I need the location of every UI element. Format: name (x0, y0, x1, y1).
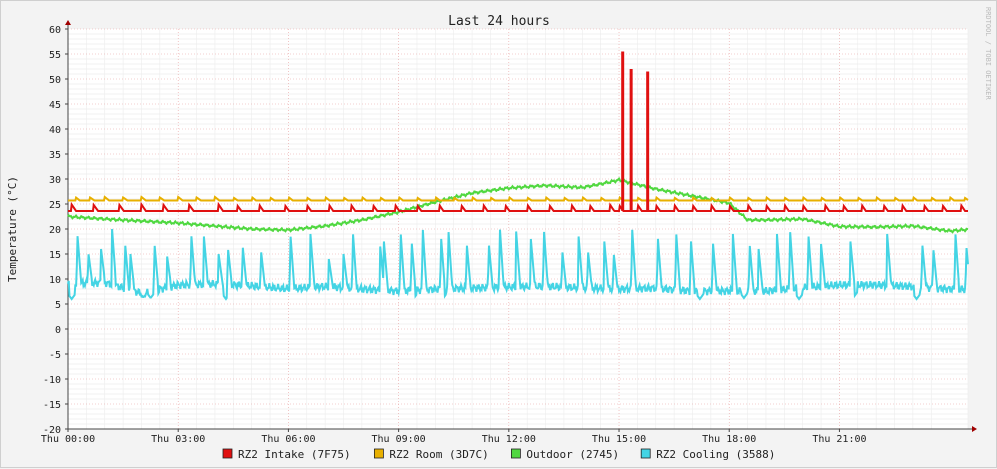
series-layer (67, 51, 969, 301)
y-tick-label: 20 (49, 225, 61, 236)
y-tick-label: 25 (49, 200, 61, 211)
legend-swatch (373, 448, 384, 459)
legend-swatch (510, 448, 521, 459)
y-tick-label: 60 (49, 25, 61, 36)
x-tick-label: Thu 15:00 (592, 434, 646, 445)
x-tick-label: Thu 06:00 (261, 434, 315, 445)
series-line-outdoor (67, 176, 969, 234)
y-tick-label: 30 (49, 175, 61, 186)
legend-entry: RZ2 Room (3D7C) (389, 448, 488, 461)
y-tick-label: 55 (49, 50, 61, 61)
x-tick-label: Thu 12:00 (482, 434, 536, 445)
y-tick-label: 50 (49, 75, 61, 86)
y-tick-label: -20 (43, 425, 61, 436)
y-axis-arrow (65, 20, 71, 25)
y-tick-label: -15 (43, 400, 61, 411)
series-line-rz2-room (68, 195, 969, 202)
grid-lines (67, 28, 969, 430)
y-tick-label: 0 (55, 325, 61, 336)
y-tick-label: 35 (49, 150, 61, 161)
watermark: RRDTOOL / TOBI OETIKER (984, 7, 992, 101)
legend-entry: RZ2 Intake (7F75) (238, 448, 351, 461)
legend-entry: Outdoor (2745) (526, 448, 619, 461)
legend-swatch (222, 448, 233, 459)
y-tick-label: -10 (43, 375, 61, 386)
y-axis-label: Temperature (°C) (6, 176, 19, 282)
y-tick-label: 10 (49, 275, 61, 286)
series-line-rz2-cooling (67, 228, 969, 301)
y-tick-label: 15 (49, 250, 61, 261)
x-tick-label: Thu 18:00 (702, 434, 756, 445)
x-tick-label: Thu 00:00 (41, 434, 95, 445)
chart-title: Last 24 hours (448, 14, 550, 29)
y-tick-label: 45 (49, 100, 61, 111)
x-axis-arrow (972, 426, 977, 432)
x-tick-label: Thu 21:00 (812, 434, 866, 445)
legend-entry: RZ2 Cooling (3588) (656, 448, 775, 461)
x-tick-label: Thu 09:00 (372, 434, 426, 445)
y-tick-label: 40 (49, 125, 61, 136)
x-tick-label: Thu 03:00 (151, 434, 205, 445)
legend-swatch (640, 448, 651, 459)
legend: RZ2 Intake (7F75) RZ2 Room (3D7C) Outdoor … (222, 448, 775, 461)
y-tick-label: -5 (49, 350, 61, 361)
series-line-rz2-intake (68, 201, 968, 212)
y-tick-label: 5 (55, 300, 61, 311)
axes (65, 20, 977, 432)
